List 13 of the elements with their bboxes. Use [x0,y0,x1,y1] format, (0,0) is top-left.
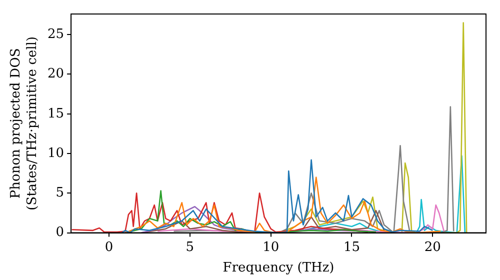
y-axis-title: Phonon projected DOS (States/THz·primitive cell) [8,36,40,210]
y-tick-label: 15 [47,106,64,122]
y-tick-label: 5 [56,186,64,201]
x-tick-label: 5 [186,240,194,255]
x-tick-label: 15 [343,240,360,255]
y-tick-label: 0 [56,225,64,240]
x-axis-title: Frequency (THz) [222,260,334,276]
y-tick-label: 20 [47,66,64,82]
x-tick-label: 10 [262,240,280,255]
y-tick-label: 10 [47,146,64,161]
y-tick-label: 25 [47,26,64,42]
x-tick-label: 0 [104,240,114,255]
x-tick-label: 20 [424,240,441,255]
